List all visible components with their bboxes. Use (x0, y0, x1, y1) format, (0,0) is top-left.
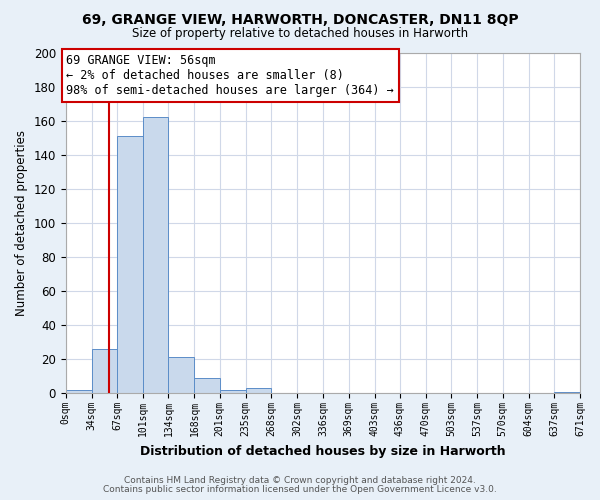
Bar (92, 349, 117, 394)
Bar (143, 117, 169, 394)
Bar (194, 378, 220, 394)
Text: Contains HM Land Registry data © Crown copyright and database right 2024.: Contains HM Land Registry data © Crown c… (124, 476, 476, 485)
Text: 69 GRANGE VIEW: 56sqm
← 2% of detached houses are smaller (8)
98% of semi-detach: 69 GRANGE VIEW: 56sqm ← 2% of detached h… (67, 54, 394, 97)
Bar (554, 392, 580, 394)
Text: Size of property relative to detached houses in Harworth: Size of property relative to detached ho… (132, 28, 468, 40)
Bar (246, 388, 271, 394)
Bar (220, 390, 246, 394)
Bar (117, 136, 143, 394)
Bar (65, 390, 92, 394)
Bar (169, 358, 194, 394)
Text: Contains public sector information licensed under the Open Government Licence v3: Contains public sector information licen… (103, 485, 497, 494)
Text: 69, GRANGE VIEW, HARWORTH, DONCASTER, DN11 8QP: 69, GRANGE VIEW, HARWORTH, DONCASTER, DN… (82, 12, 518, 26)
Y-axis label: Number of detached properties: Number of detached properties (15, 130, 28, 316)
X-axis label: Distribution of detached houses by size in Harworth: Distribution of detached houses by size … (140, 444, 506, 458)
